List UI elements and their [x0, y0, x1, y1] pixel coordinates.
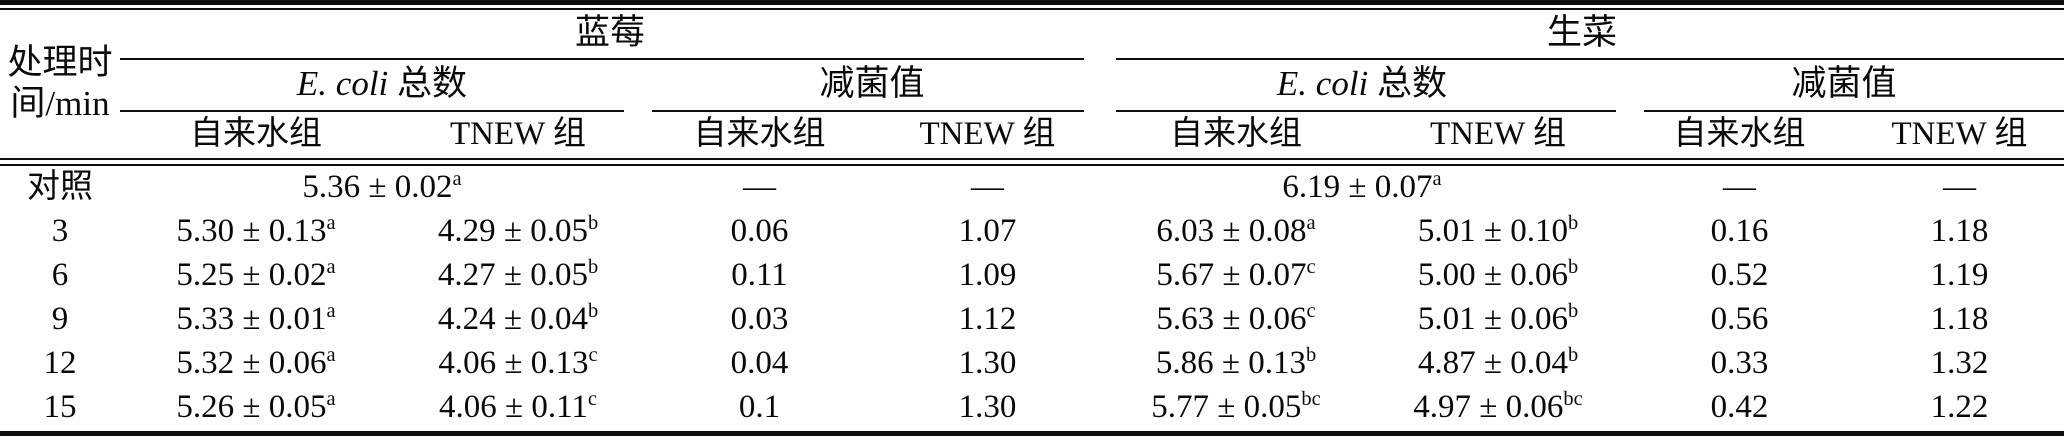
value-cell: 1.09: [958, 257, 1017, 294]
value-cell: 5.77 ± 0.05bc: [1151, 388, 1321, 426]
value-cell: 4.29 ± 0.05b: [437, 212, 599, 250]
col-header-lt-ecoli-tnew: TNEW 组: [1430, 116, 1566, 153]
group-header-lettuce: 生菜: [1546, 12, 1617, 52]
value-cell: 5.32 ± 0.06a: [176, 344, 336, 382]
value-cell: 0.11: [731, 257, 788, 294]
group-rule-lettuce: [1100, 56, 2064, 61]
col-header-lt-ecoli-tap: 自来水组: [1170, 116, 1302, 153]
header-row-treatment-groups: 自来水组 TNEW 组 自来水组 TNEW 组 自来水组 TNEW 组 自来水组…: [0, 113, 2064, 157]
table-row: 9 5.33 ± 0.01a 4.24 ± 0.04b 0.03 1.12 5.…: [0, 298, 2064, 342]
value-cell: 6.03 ± 0.08a: [1156, 212, 1316, 250]
value-cell: 0.1: [738, 389, 781, 426]
subheader-lettuce-reduction: 减菌值: [1791, 64, 1897, 104]
value-cell: 5.86 ± 0.13b: [1155, 344, 1317, 382]
value-cell: 0.33: [1710, 345, 1769, 382]
value-cell: 0.42: [1710, 389, 1769, 426]
treatment-time-line2: 间/min: [10, 83, 110, 123]
value-cell: 5.30 ± 0.13a: [176, 212, 336, 250]
value-cell: 4.97 ± 0.06bc: [1413, 388, 1583, 426]
ecoli-results-table: 处理时 间/min 蓝莓 生菜 E. coli 总数 减菌值 E. coli 总…: [0, 0, 2064, 437]
table-row: 12 5.32 ± 0.06a 4.06 ± 0.13c 0.04 1.30 5…: [0, 342, 2064, 386]
value-cell: 0.52: [1710, 257, 1769, 294]
value-cell: 4.24 ± 0.04b: [437, 300, 599, 338]
col-header-treatment-time: 处理时 间/min: [0, 10, 120, 157]
table-row-control: 对照 5.36 ± 0.02a — — 6.19 ± 0.07a — —: [0, 166, 2064, 210]
time-cell: 3: [51, 213, 69, 250]
measure-rule-1: [120, 108, 644, 113]
subheader-blueberry-ecoli-count: E. coli 总数: [296, 64, 468, 104]
bottom-rule: [0, 430, 2064, 437]
value-cell: 5.01 ± 0.10b: [1417, 212, 1579, 250]
top-rule: [0, 0, 2064, 10]
value-cell: 0.06: [730, 213, 789, 250]
value-cell: 1.22: [1930, 389, 1989, 426]
value-cell: 1.19: [1930, 257, 1989, 294]
value-cell-lt-red-tnew: —: [1943, 169, 1976, 206]
value-cell: 0.56: [1710, 301, 1769, 338]
value-cell: 5.26 ± 0.05a: [176, 388, 336, 426]
treatment-time-line1: 处理时: [7, 43, 113, 83]
header-row-groups: 处理时 间/min 蓝莓 生菜: [0, 10, 2064, 123]
value-cell: 1.12: [958, 301, 1017, 338]
value-cell: 4.06 ± 0.11c: [439, 388, 597, 426]
value-cell: 5.25 ± 0.02a: [176, 256, 336, 294]
col-header-bb-red-tnew: TNEW 组: [919, 116, 1056, 153]
value-cell: 4.27 ± 0.05b: [437, 256, 599, 294]
value-cell-bb-red-tnew: —: [971, 169, 1004, 206]
value-cell: 5.67 ± 0.07c: [1156, 256, 1316, 294]
value-cell: 0.04: [730, 345, 789, 382]
value-cell: 1.07: [958, 213, 1017, 250]
value-cell: 4.87 ± 0.04b: [1417, 344, 1579, 382]
value-cell: 5.33 ± 0.01a: [176, 300, 336, 338]
subheader-blueberry-reduction: 减菌值: [819, 64, 925, 104]
value-cell-bb-total: 5.36 ± 0.02a: [302, 168, 462, 206]
value-cell-lt-red-tap: —: [1723, 169, 1756, 206]
value-cell: 1.32: [1930, 345, 1989, 382]
value-cell: 5.01 ± 0.06b: [1417, 300, 1579, 338]
time-cell: 6: [51, 257, 69, 294]
time-cell: 15: [43, 389, 77, 426]
value-cell: 1.30: [958, 389, 1017, 426]
time-cell: 12: [43, 345, 77, 382]
time-cell: 9: [51, 301, 69, 338]
col-header-bb-ecoli-tnew: TNEW 组: [450, 116, 586, 153]
value-cell: 0.16: [1710, 213, 1769, 250]
table-row: 6 5.25 ± 0.02a 4.27 ± 0.05b 0.11 1.09 5.…: [0, 254, 2064, 298]
header-row-measures: E. coli 总数 减菌值 E. coli 总数 减菌值: [0, 61, 2064, 108]
value-cell-lt-total: 6.19 ± 0.07a: [1282, 168, 1442, 206]
group-header-blueberry: 蓝莓: [574, 12, 645, 52]
subheader-lettuce-ecoli-count: E. coli 总数: [1276, 64, 1448, 104]
col-header-bb-red-tap: 自来水组: [693, 116, 826, 153]
value-cell: 5.63 ± 0.06c: [1156, 300, 1316, 338]
value-cell-bb-red-tap: —: [743, 169, 776, 206]
table-row: 15 5.26 ± 0.05a 4.06 ± 0.11c 0.1 1.30 5.…: [0, 386, 2064, 430]
col-header-bb-ecoli-tap: 自来水组: [190, 116, 322, 153]
measure-rule-3: [1100, 108, 1624, 113]
time-cell: 对照: [27, 169, 93, 206]
header-body-divider: [0, 157, 2064, 166]
col-header-lt-red-tap: 自来水组: [1673, 116, 1806, 153]
table-row: 3 5.30 ± 0.13a 4.29 ± 0.05b 0.06 1.07 6.…: [0, 210, 2064, 254]
value-cell: 5.00 ± 0.06b: [1417, 256, 1579, 294]
value-cell: 0.03: [730, 301, 789, 338]
value-cell: 1.18: [1930, 301, 1989, 338]
value-cell: 1.18: [1930, 213, 1989, 250]
col-header-lt-red-tnew: TNEW 组: [1891, 116, 2028, 153]
measure-rule-2: [644, 108, 1100, 113]
value-cell: 4.06 ± 0.13c: [438, 344, 598, 382]
group-rule-blueberry: [120, 56, 1100, 61]
value-cell: 1.30: [958, 345, 1017, 382]
measure-rule-4: [1624, 108, 2064, 113]
